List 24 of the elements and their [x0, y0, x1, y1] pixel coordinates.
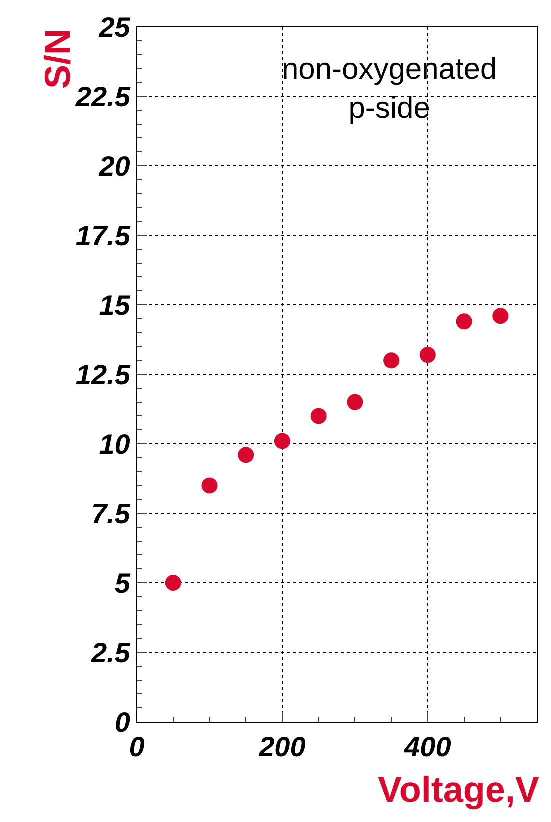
point: [347, 394, 364, 410]
y-tick-label: 10: [99, 428, 131, 460]
y-tick-label: 5: [114, 568, 131, 599]
annotation: non-oxygenated p-side: [282, 53, 498, 125]
point: [456, 314, 472, 330]
y-tick-label: 12.5: [76, 359, 131, 390]
y-tick-label: 17.5: [76, 220, 131, 252]
point: [310, 408, 327, 424]
point: [420, 347, 436, 364]
y-tick-label: 25: [98, 12, 131, 43]
x-tick-label: 200: [258, 732, 306, 763]
y-tick-label: 15: [99, 290, 131, 321]
point: [492, 308, 509, 324]
x-tick-label: 400: [404, 732, 452, 763]
y-tick-label: 7.5: [91, 498, 131, 530]
point: [274, 433, 290, 450]
x-axis-title: Voltage,V: [378, 769, 540, 810]
y-tick-label: 0: [114, 706, 131, 738]
point: [165, 575, 182, 591]
point: [202, 478, 218, 494]
point: [238, 447, 254, 464]
point: [384, 352, 400, 369]
y-tick-label: 2.5: [90, 637, 131, 668]
y-tick-label: 20: [98, 150, 131, 182]
